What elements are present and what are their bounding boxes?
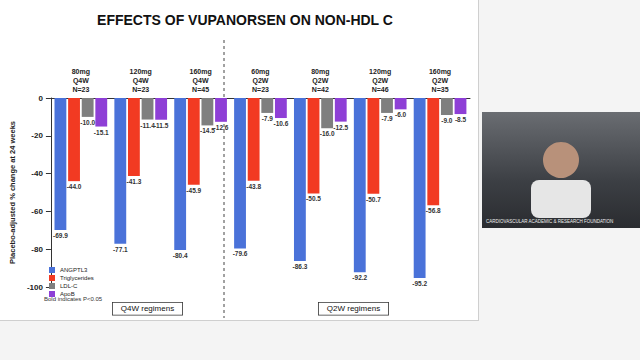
svg-text:N=23: N=23 [72,86,89,93]
svg-text:Q2W: Q2W [252,77,268,85]
svg-text:-44.0: -44.0 [67,183,82,190]
svg-text:-79.6: -79.6 [233,250,248,257]
svg-text:-41.3: -41.3 [126,178,141,185]
svg-text:-7.9: -7.9 [262,115,274,122]
svg-text:Bold indicates P<0.05: Bold indicates P<0.05 [44,296,103,302]
svg-text:-77.1: -77.1 [113,246,128,253]
svg-text:-60: -60 [31,207,43,216]
svg-text:N=45: N=45 [192,86,209,93]
svg-text:-9.0: -9.0 [441,117,453,124]
svg-text:-11.5: -11.5 [154,122,169,129]
svg-text:-12.6: -12.6 [214,124,229,131]
svg-text:0: 0 [38,94,43,103]
svg-text:ANGPTL3: ANGPTL3 [60,267,88,273]
svg-text:Q4W regimens: Q4W regimens [121,304,174,313]
svg-text:N=42: N=42 [312,86,329,93]
svg-text:-69.9: -69.9 [53,232,68,239]
svg-text:Q4W: Q4W [73,77,89,85]
svg-text:Triglycerides: Triglycerides [60,275,94,281]
svg-text:-80.4: -80.4 [173,252,188,259]
svg-text:-80: -80 [31,245,43,254]
svg-text:120mg: 120mg [369,68,391,76]
svg-text:-40: -40 [31,169,43,178]
svg-text:Q2W regimens: Q2W regimens [327,304,380,313]
svg-text:-92.2: -92.2 [352,274,367,281]
svg-text:N=46: N=46 [372,86,389,93]
svg-text:80mg: 80mg [72,68,90,76]
svg-text:80mg: 80mg [311,68,329,76]
svg-text:-45.9: -45.9 [186,187,201,194]
svg-text:-86.3: -86.3 [292,263,307,270]
svg-text:-15.1: -15.1 [94,129,109,136]
svg-text:-50.7: -50.7 [366,196,381,203]
svg-text:LDL-C: LDL-C [60,283,78,289]
svg-text:-6.0: -6.0 [395,111,407,118]
svg-text:-11.4: -11.4 [140,122,155,129]
svg-text:Placebo-adjusted % change at 2: Placebo-adjusted % change at 24 weeks [8,121,17,264]
svg-text:60mg: 60mg [251,68,269,76]
svg-text:-16.0: -16.0 [320,130,335,137]
svg-text:-50.5: -50.5 [306,195,321,202]
svg-text:Q2W: Q2W [432,77,448,85]
svg-text:120mg: 120mg [130,68,152,76]
svg-text:N=23: N=23 [252,86,269,93]
svg-text:CARDIOVASCULAR ACADEMIC & RESE: CARDIOVASCULAR ACADEMIC & RESEARCH FOUND… [486,219,613,224]
svg-text:Q4W: Q4W [133,77,149,85]
svg-text:-20: -20 [31,131,43,140]
svg-text:-100: -100 [27,283,44,292]
svg-text:Q2W: Q2W [312,77,328,85]
svg-text:-56.8: -56.8 [426,207,441,214]
svg-text:-95.2: -95.2 [412,280,427,287]
svg-text:N=23: N=23 [132,86,149,93]
svg-text:-8.5: -8.5 [455,116,467,123]
svg-text:-12.5: -12.5 [333,124,348,131]
svg-text:EFFECTS OF VUPANORSEN ON NON-H: EFFECTS OF VUPANORSEN ON NON-HDL C [97,12,393,28]
svg-text:160mg: 160mg [429,68,451,76]
svg-text:-14.5: -14.5 [200,127,215,135]
svg-text:-10.0: -10.0 [80,119,95,126]
svg-text:-7.9: -7.9 [381,115,393,122]
svg-text:160mg: 160mg [189,68,211,76]
svg-text:-10.6: -10.6 [273,120,288,127]
svg-text:-43.8: -43.8 [246,183,261,190]
svg-text:N=35: N=35 [432,86,449,93]
svg-text:Q4W: Q4W [193,77,209,85]
svg-text:Q2W: Q2W [372,77,388,85]
svg-text:ApoB: ApoB [60,291,75,297]
